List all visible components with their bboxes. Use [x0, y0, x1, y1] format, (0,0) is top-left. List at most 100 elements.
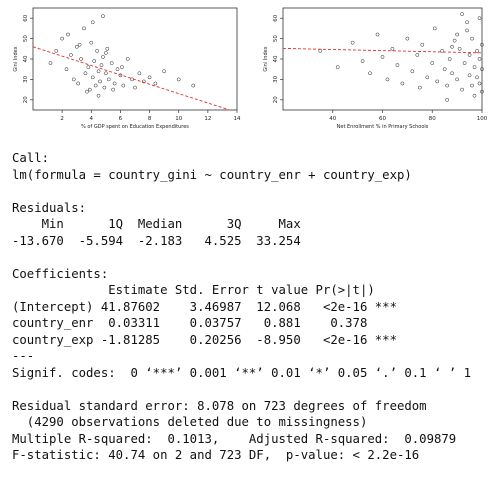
- data-point: [465, 20, 469, 25]
- data-point: [455, 77, 459, 82]
- data-point: [472, 93, 477, 98]
- y-axis-label: Gini Index: [263, 46, 269, 71]
- data-point: [74, 44, 79, 49]
- x-tick-label: 10: [175, 116, 182, 122]
- data-point: [420, 42, 425, 47]
- data-point: [125, 57, 130, 61]
- data-point: [92, 59, 97, 63]
- data-point: [87, 87, 92, 92]
- plot-education-expenditure: 2 4 6 8 10 12 14 20 30 40 50 60 % of GDP spent on Ed…: [0, 0, 250, 140]
- data-point: [375, 32, 380, 37]
- data-point: [385, 77, 390, 82]
- data-point: [147, 75, 152, 80]
- data-point: [450, 44, 454, 49]
- data-point: [69, 53, 73, 57]
- console-line: country_exp -1.81285 0.20256 -8.950 <2e-…: [12, 332, 397, 347]
- console-line: [12, 249, 498, 266]
- data-point: [77, 42, 82, 47]
- data-point: [445, 97, 450, 102]
- data-point: [452, 38, 457, 43]
- data-point: [470, 83, 474, 88]
- data-point: [176, 77, 181, 82]
- data-point: [109, 61, 114, 65]
- scatter-plot-right: 40 60 80 100 20 30 40 50 60 Net Enrollment % in P…: [263, 7, 488, 130]
- y-tick-label: 30: [273, 75, 279, 82]
- console-line: [12, 183, 498, 200]
- x-tick-label: 80: [429, 116, 436, 122]
- data-point: [425, 75, 430, 80]
- y-axis-label: Gini Index: [13, 46, 19, 71]
- data-point: [93, 83, 98, 88]
- x-tick-label: 12: [204, 116, 211, 122]
- x-tick-label: 14: [234, 116, 241, 122]
- data-point: [480, 89, 484, 94]
- console-line: Estimate Std. Error t value Pr(>|t|): [12, 283, 375, 297]
- y-tick-label: 40: [273, 55, 279, 62]
- x-tick-label: 6: [119, 116, 123, 122]
- data-point: [450, 71, 454, 76]
- data-point: [477, 57, 482, 61]
- data-point: [460, 87, 464, 92]
- console-line: [12, 381, 498, 398]
- y-tick-label: 50: [273, 35, 279, 42]
- console-line: Call:: [12, 151, 50, 165]
- x-axis-label: Net Enrollment % in Primary Schools: [337, 124, 429, 130]
- data-point: [54, 48, 59, 53]
- data-point: [82, 26, 86, 31]
- data-point: [162, 69, 166, 74]
- console-line: Residual standard error: 8.078 on 723 de…: [12, 398, 427, 413]
- x-axis-label: % of GDP spent on Education Expenditures: [81, 124, 189, 130]
- x-tick-label: 40: [329, 116, 336, 122]
- data-point: [102, 85, 107, 90]
- data-point: [318, 48, 323, 53]
- data-point: [460, 12, 464, 16]
- data-point: [64, 67, 69, 72]
- data-point: [104, 51, 108, 55]
- data-point: [480, 67, 484, 72]
- data-point: [121, 83, 126, 88]
- data-point: [90, 20, 95, 25]
- data-point: [66, 32, 70, 37]
- data-point: [477, 16, 482, 21]
- plot-frame: [282, 7, 483, 111]
- y-tick-label: 30: [23, 75, 29, 82]
- data-point: [405, 36, 410, 41]
- data-point: [115, 67, 120, 72]
- data-point: [99, 63, 104, 67]
- console-line: Signif. codes: 0 ‘***’ 0.001 ‘**’ 0.01 ‘…: [12, 365, 472, 380]
- data-point: [85, 89, 89, 94]
- console-line: F-statistic: 40.74 on 2 and 723 DF, p-va…: [12, 448, 420, 462]
- data-point: [96, 69, 101, 74]
- console-line: Residuals:: [12, 200, 87, 215]
- data-point: [101, 55, 105, 59]
- data-point: [417, 85, 422, 90]
- console-line: Multiple R-squared: 0.1013, Adjusted R-s…: [12, 431, 457, 446]
- console-line: (4290 observations deleted due to missin…: [12, 415, 368, 429]
- data-point: [395, 63, 400, 67]
- y-tick-label: 20: [273, 96, 279, 103]
- data-point: [90, 75, 95, 80]
- console-line: (Intercept) 41.87602 3.46987 12.068 <2e-…: [12, 299, 397, 314]
- x-tick-label: 2: [60, 116, 64, 122]
- data-point: [445, 83, 450, 88]
- data-point: [137, 71, 142, 76]
- scatter-plot-left: 2 4 6 8 10 12 14 20 30 40 50 60 % of GDP spent on Ed…: [13, 7, 241, 130]
- data-point: [467, 53, 472, 57]
- r-console-output: Call: lm(formula = country_gini ~ country…: [12, 150, 498, 464]
- data-point: [477, 81, 482, 86]
- data-point: [475, 75, 479, 80]
- data-point: [435, 79, 440, 84]
- data-point: [350, 40, 355, 45]
- console-line: Min 1Q Median 3Q Max: [12, 217, 301, 231]
- data-point: [335, 65, 340, 70]
- data-point: [455, 32, 459, 37]
- y-tick-label: 20: [23, 96, 29, 103]
- data-point: [133, 85, 137, 90]
- data-point: [415, 53, 420, 57]
- plot-primary-enrollment: 40 60 80 100 20 30 40 50 60 Net Enrollment % in P…: [250, 0, 500, 140]
- data-point: [95, 48, 99, 53]
- data-point: [104, 71, 108, 76]
- data-point: [141, 79, 146, 84]
- data-point: [400, 81, 405, 86]
- regression-line: [282, 47, 483, 54]
